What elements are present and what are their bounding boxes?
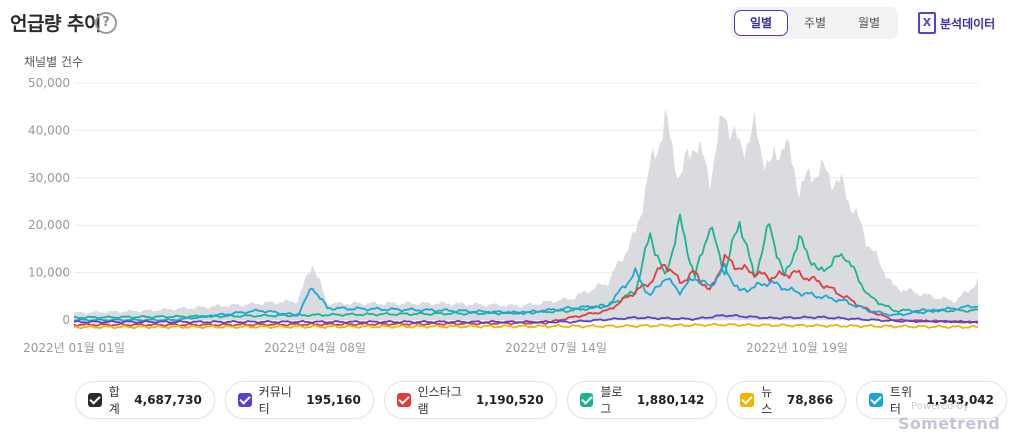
legend-name: 트위터 <box>889 385 912 416</box>
y-axis-label: 채널별 건수 <box>24 55 84 69</box>
x-tick-label: 2022년 04월 08일 <box>264 341 366 355</box>
export-label: 분석데이터 <box>940 16 996 31</box>
legend-item-instagram[interactable]: 인스타그램 1,190,520 <box>383 381 557 419</box>
export-data-button[interactable]: X 분석데이터 <box>918 12 995 34</box>
legend-value: 195,160 <box>306 393 361 407</box>
legend-item-twitter[interactable]: 트위터 1,343,042 <box>856 381 1007 419</box>
x-tick-label: 2022년 01월 01일 <box>23 341 125 355</box>
y-tick-label: 10,000 <box>28 266 70 280</box>
legend-value: 4,687,730 <box>134 393 202 407</box>
legend-value: 1,343,042 <box>926 393 994 407</box>
legend-name: 커뮤니티 <box>258 385 292 416</box>
checkbox-icon <box>88 393 102 407</box>
checkbox-icon <box>237 393 252 407</box>
mention-chart: 50,000 40,000 30,000 20,000 10,000 0 2022년 01월… <box>23 76 979 355</box>
y-tick-label: 40,000 <box>28 123 70 137</box>
legend-item-blog[interactable]: 블로그 1,880,142 <box>566 381 718 419</box>
checkbox-icon <box>740 393 755 407</box>
checkbox-icon <box>869 393 883 407</box>
legend-name: 뉴스 <box>761 385 773 416</box>
series-line-커뮤니티 <box>73 314 979 324</box>
series-line-트위터 <box>74 263 979 322</box>
legend-name: 블로그 <box>600 385 623 416</box>
checkbox-icon <box>396 393 411 407</box>
legend-value: 1,880,142 <box>636 393 705 407</box>
legend-value: 78,866 <box>786 393 834 407</box>
legend-item-news[interactable]: 뉴스 78,866 <box>727 381 847 419</box>
legend-item-community[interactable]: 커뮤니티 195,160 <box>224 381 374 419</box>
brand-watermark: Sometrend <box>898 414 1000 433</box>
tab-daily[interactable]: 일별 <box>734 10 788 36</box>
legend: 합계 4,687,730 커뮤니티 195,160 인스타그램 1,190,52… <box>75 381 1017 419</box>
tab-weekly[interactable]: 주별 <box>803 16 827 30</box>
legend-value: 1,190,520 <box>476 393 544 407</box>
legend-item-total[interactable]: 합계 4,687,730 <box>75 381 215 419</box>
y-tick-label: 30,000 <box>28 171 70 185</box>
tab-monthly[interactable]: 월별 <box>857 16 881 30</box>
series-area-합계 <box>74 108 978 321</box>
page-title: 언급량 추이 <box>10 13 102 35</box>
series-line-인스타그램 <box>73 253 979 327</box>
checkbox-icon <box>579 393 594 407</box>
y-tick-label: 0 <box>62 313 70 327</box>
help-icon[interactable]: ? <box>95 12 117 34</box>
legend-name: 합계 <box>108 385 120 416</box>
y-tick-label: 50,000 <box>28 76 70 90</box>
excel-icon: X <box>918 12 936 34</box>
period-toggle: 일별 주별 월별 <box>731 7 898 39</box>
x-tick-label: 2022년 10월 19일 <box>746 341 848 355</box>
y-tick-label: 20,000 <box>28 218 70 232</box>
legend-name: 인스타그램 <box>417 385 462 416</box>
powered-by-text: Powered by <box>911 401 969 412</box>
series-line-뉴스 <box>73 322 979 330</box>
x-tick-label: 2022년 07월 14일 <box>505 341 607 355</box>
